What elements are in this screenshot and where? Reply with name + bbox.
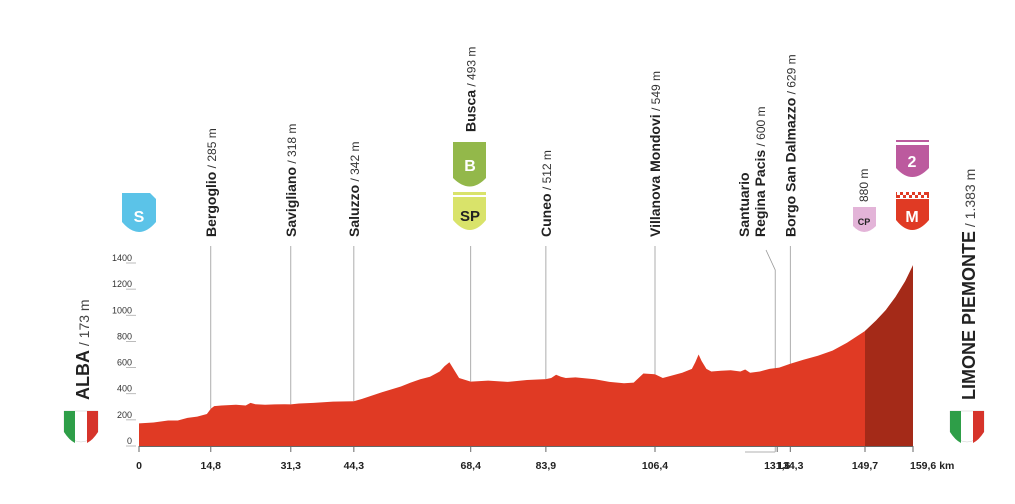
waypoint-altitude: / 342 m <box>348 142 362 185</box>
checkpoint-altitude: 880 m <box>857 169 871 202</box>
x-tick-label: 131,6 <box>764 460 790 472</box>
waypoint-name: Saluzzo <box>346 185 362 237</box>
y-tick-label: 800 <box>117 331 132 341</box>
y-tick-label: 600 <box>117 358 132 368</box>
elevation-area <box>139 265 913 446</box>
bonus-badge-label: B <box>464 158 476 175</box>
italy-flag-icon <box>949 410 985 443</box>
start-town-name: ALBA <box>73 350 93 400</box>
waypoint-label: Saluzzo / 342 m <box>346 142 362 237</box>
waypoint-altitude: / 493 m <box>465 47 479 90</box>
y-tick-label: 1200 <box>112 279 132 289</box>
sprint-badge-label: SP <box>460 208 480 225</box>
elevation-profile <box>139 265 913 446</box>
waypoint-altitude: / 318 m <box>285 124 299 167</box>
y-tick-label: 1000 <box>112 305 132 315</box>
waypoint-name: Bergoglio <box>203 172 219 237</box>
waypoint-name: Santuario <box>736 172 752 237</box>
mountain-finish-label: M <box>905 209 918 226</box>
checkered-strip-icon <box>896 192 929 198</box>
waypoint-label: Cuneo / 512 m <box>538 150 554 237</box>
y-tick-label: 0 <box>127 436 132 446</box>
waypoint-name: Villanova Mondovi <box>647 114 663 237</box>
final-climb-area <box>864 265 913 446</box>
waypoint-label: Busca / 493 m <box>463 47 479 132</box>
waypoint-labels: Bergoglio / 285 m Savigliano / 318 m Saluz… <box>203 47 799 237</box>
waypoint-label: Villanova Mondovi / 549 m <box>647 71 663 237</box>
waypoint-label: Borgo San Dalmazzo / 629 m <box>782 54 798 237</box>
x-tick-label: 159,6 km <box>910 460 954 472</box>
climb-category-label: 2 <box>908 154 917 171</box>
x-tick-label: 83,9 <box>536 460 557 472</box>
waypoint-altitude: / 512 m <box>540 150 554 193</box>
waypoint-altitude: / 600 m <box>754 106 768 149</box>
y-tick-label: 1400 <box>112 253 132 263</box>
waypoint-altitude: / 629 m <box>784 54 798 97</box>
waypoint-label: Regina Pacis / 600 m <box>752 106 768 237</box>
start-badge: S <box>122 193 156 232</box>
waypoint-name: Savigliano <box>283 167 299 237</box>
italy-flag-icon <box>63 410 99 443</box>
waypoint-name: Busca <box>463 90 479 132</box>
x-tick-label: 68,4 <box>460 460 481 472</box>
start-town-altitude: 173 m <box>76 299 92 338</box>
checkpoint-badge: CP <box>853 207 876 232</box>
x-tick-label: 0 <box>136 460 142 472</box>
x-tick-label: 149,7 <box>852 460 878 472</box>
start-town: ALBA / 173 m <box>63 299 99 443</box>
x-tick-label: 14,8 <box>201 460 222 472</box>
stage-badges: S B SP CP 2 <box>122 140 929 232</box>
start-badge-label: S <box>134 209 145 226</box>
svg-text:LIMONE PIEMONTE / 1.383 m: LIMONE PIEMONTE / 1.383 m <box>959 169 979 400</box>
climb-category-badge: 2 <box>896 140 929 177</box>
finish-town-altitude: 1.383 m <box>962 169 978 220</box>
waypoint-name: Regina Pacis <box>752 150 768 237</box>
waypoint-label: Savigliano / 318 m <box>283 124 299 237</box>
y-tick-label: 400 <box>117 384 132 394</box>
y-tick-label: 200 <box>117 410 132 420</box>
waypoint-label: Bergoglio / 285 m <box>203 128 219 237</box>
x-tick-label: 106,4 <box>642 460 668 472</box>
waypoint-altitude: / 549 m <box>649 71 663 114</box>
waypoint-leader-lines <box>210 246 791 453</box>
x-tick-label: 134,3 <box>777 460 803 472</box>
checkpoint-badge-label: CP <box>858 217 871 227</box>
x-tick-label: 44,3 <box>344 460 365 472</box>
finish-town-name: LIMONE PIEMONTE <box>959 231 979 400</box>
mountain-finish-badge: M <box>896 192 929 230</box>
x-tick-label: 31,3 <box>281 460 302 472</box>
waypoint-name: Borgo San Dalmazzo <box>782 98 798 237</box>
finish-town: LIMONE PIEMONTE / 1.383 m <box>949 169 985 443</box>
waypoint-label: Santuario <box>736 172 752 237</box>
bonus-badge: B <box>453 142 486 187</box>
sprint-badge: SP <box>453 192 486 230</box>
svg-text:ALBA / 173 m: ALBA / 173 m <box>73 299 93 400</box>
y-axis: 0 200 400 600 800 1000 1200 1400 <box>112 253 136 447</box>
waypoint-altitude: / 285 m <box>205 128 219 171</box>
waypoint-name: Cuneo <box>538 193 554 237</box>
